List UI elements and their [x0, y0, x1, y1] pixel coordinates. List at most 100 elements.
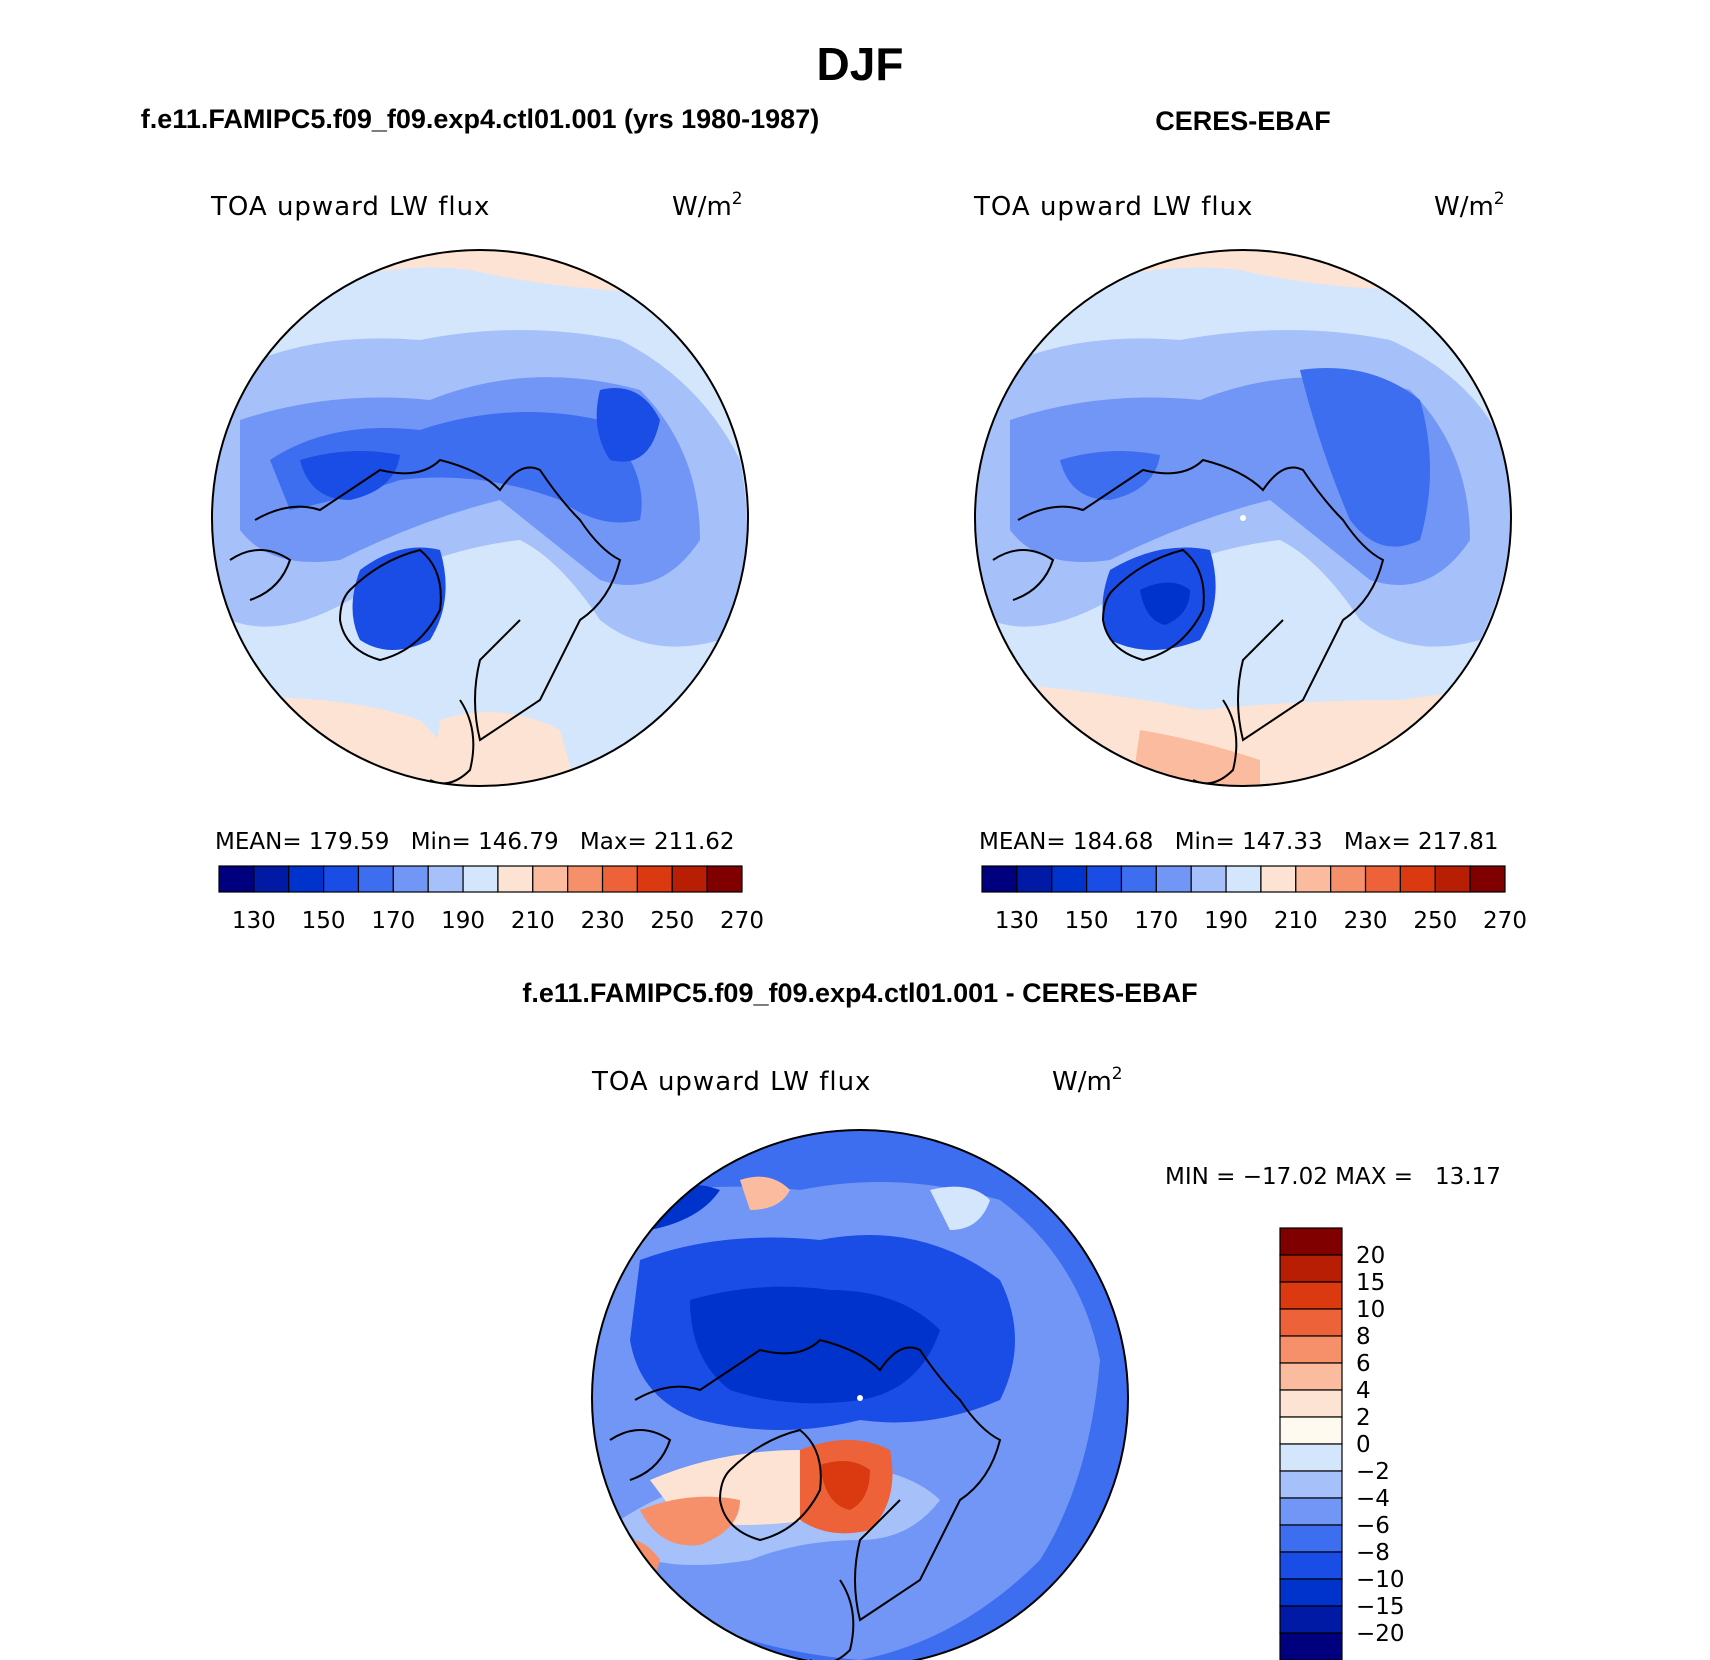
colorbar-tick-label: 150: [302, 908, 346, 934]
min-value: 146.79: [478, 829, 558, 855]
colorbar-tick-label: 270: [1483, 908, 1527, 934]
colorbar-box: [1190, 865, 1227, 893]
colorbar-box: [497, 865, 534, 893]
colorbar-box: [1399, 865, 1436, 893]
colorbar-tick-label: −15: [1356, 1594, 1405, 1620]
colorbar-box: [601, 865, 638, 893]
min-label: Min=: [1175, 829, 1235, 855]
units-exponent: 2: [1494, 189, 1505, 209]
colorbar-box: [1434, 865, 1471, 893]
colorbar-box: [636, 865, 673, 893]
colorbar-tick-label: 130: [995, 908, 1039, 934]
mean-label: MEAN=: [979, 829, 1066, 855]
map-diff-border: [591, 1129, 1129, 1660]
colorbar-box: [1279, 1227, 1343, 1256]
colorbar-tick-label: 270: [720, 908, 764, 934]
colorbar-box: [1279, 1578, 1343, 1607]
colorbar-box: [567, 865, 604, 893]
min-label: Min=: [411, 829, 471, 855]
colorbar-tick-label: 250: [1413, 908, 1457, 934]
north-pole-marker: [1240, 515, 1246, 521]
map-obs-border: [974, 249, 1512, 787]
units-text: W/m: [1052, 1067, 1112, 1097]
colorbar-tick-label: 190: [441, 908, 485, 934]
colorbar-box: [1469, 865, 1506, 893]
colorbar-box: [1279, 1254, 1343, 1283]
panel-diff-units: W/m2: [1052, 1064, 1123, 1097]
colorbar-tick-label: −10: [1356, 1567, 1405, 1593]
north-pole-marker: [857, 1395, 863, 1401]
map-obs: [974, 249, 1512, 787]
colorbar-tick-label: 150: [1065, 908, 1109, 934]
colorbar-tick-label: −2: [1356, 1459, 1390, 1485]
max-value: 217.81: [1418, 829, 1498, 855]
colorbar-box: [1364, 865, 1401, 893]
colorbar-tick-label: 2: [1356, 1405, 1371, 1431]
colorbar-box: [1279, 1308, 1343, 1337]
colorbar-tick-label: 0: [1356, 1432, 1371, 1458]
colorbar-box: [1295, 865, 1332, 893]
colorbar-box: [1260, 865, 1297, 893]
colorbar-tick-label: 250: [650, 908, 694, 934]
panel-obs-units: W/m2: [1434, 189, 1505, 222]
min-value: 147.33: [1242, 829, 1322, 855]
colorbar-box: [1225, 865, 1262, 893]
colorbar-tick-label: 4: [1356, 1378, 1371, 1404]
colorbar-box: [1120, 865, 1157, 893]
colorbar-tick-label: −4: [1356, 1486, 1390, 1512]
colorbar-box: [1155, 865, 1192, 893]
panel-model-units: W/m2: [672, 189, 743, 222]
colorbar-tick-label: 230: [1344, 908, 1388, 934]
colorbar-box: [1279, 1605, 1343, 1634]
colorbar-tick-label: 210: [511, 908, 555, 934]
colorbar-box: [671, 865, 708, 893]
colorbar-box: [1085, 865, 1123, 893]
colorbar-tick-label: 8: [1356, 1324, 1371, 1350]
colorbar-box: [218, 865, 255, 893]
mean-value: 179.59: [309, 829, 389, 855]
colorbar-tick-label: 230: [581, 908, 625, 934]
units-text: W/m: [672, 192, 732, 222]
colorbar-box: [532, 865, 569, 893]
colorbar-box: [427, 865, 464, 893]
colorbar-tick-label: −20: [1356, 1621, 1405, 1647]
colorbar-box: [1051, 865, 1088, 893]
colorbar-box: [357, 865, 394, 893]
panel-diff-variable: TOA upward LW flux: [591, 1067, 871, 1097]
colorbar-box: [981, 865, 1018, 893]
map-model: [211, 249, 749, 787]
colorbar-tick-label: 170: [371, 908, 415, 934]
panel-model-variable: TOA upward LW flux: [210, 192, 490, 222]
colorbar-model: 130 150 170 190 210 230 250 270: [218, 865, 764, 934]
mean-value: 184.68: [1073, 829, 1153, 855]
colorbar-tick-label: −6: [1356, 1513, 1390, 1539]
colorbar-box: [1279, 1443, 1343, 1472]
colorbar-box: [1279, 1632, 1343, 1660]
colorbar-box: [392, 865, 429, 893]
figure-title: DJF: [817, 38, 904, 90]
units-exponent: 2: [732, 189, 743, 209]
units-exponent: 2: [1112, 1064, 1123, 1084]
colorbar-obs: 130 150 170 190 210 230 250 270: [981, 865, 1527, 934]
mean-label: MEAN=: [215, 829, 302, 855]
colorbar-box: [323, 865, 360, 893]
colorbar-box: [1279, 1281, 1343, 1310]
panel-obs-title: CERES-EBAF: [1155, 106, 1331, 136]
colorbar-box: [1279, 1497, 1343, 1526]
colorbar-box: [462, 865, 499, 893]
max-label: Max=: [580, 829, 647, 855]
colorbar-box: [1279, 1335, 1343, 1364]
colorbar-box: [253, 865, 290, 893]
colorbar-box: [706, 865, 743, 893]
panel-model-stats: MEAN= 179.59 Min= 146.79 Max= 211.62: [215, 829, 735, 855]
map-model-border: [211, 249, 749, 787]
colorbar-tick-label: 15: [1356, 1270, 1385, 1296]
map-diff: [591, 1129, 1129, 1660]
colorbar-box: [1330, 865, 1367, 893]
colorbar-tick-label: −8: [1356, 1540, 1390, 1566]
colorbar-tick-label: 190: [1204, 908, 1248, 934]
units-text: W/m: [1434, 192, 1494, 222]
colorbar-tick-label: 6: [1356, 1351, 1371, 1377]
